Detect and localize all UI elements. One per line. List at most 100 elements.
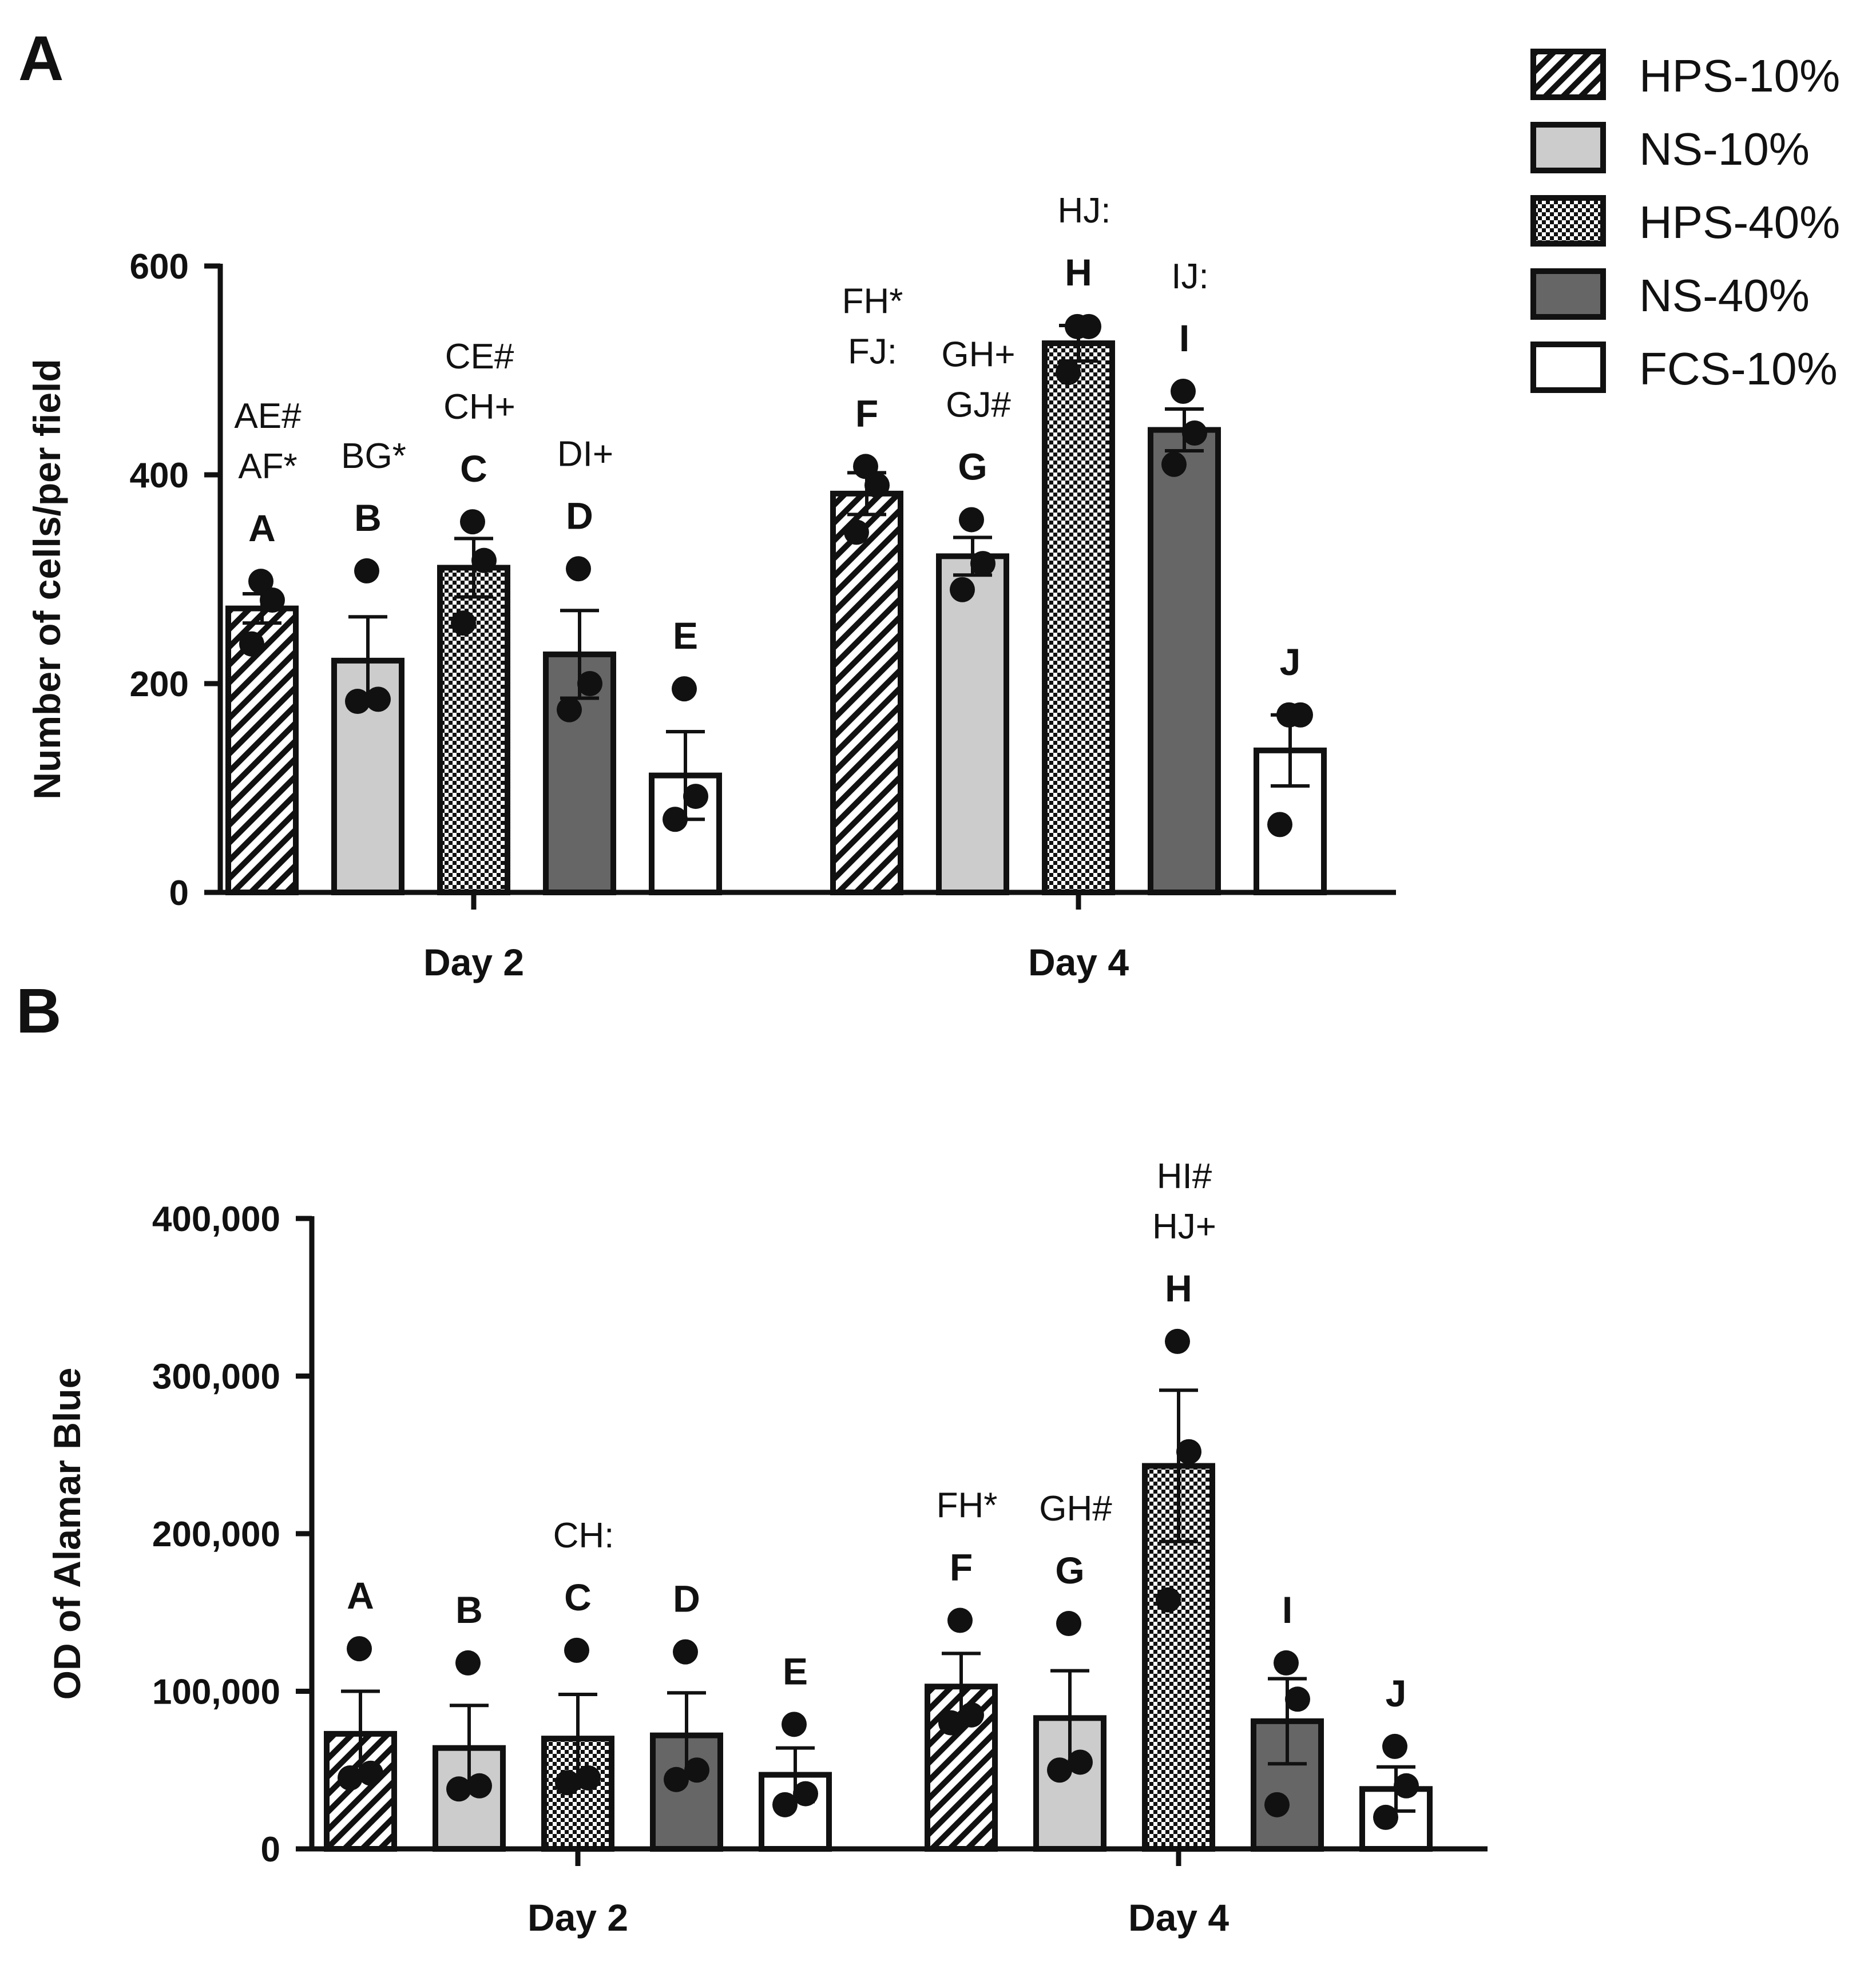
bar-letter-label: E [783, 1650, 808, 1692]
bar-letter-label: G [958, 445, 987, 487]
y-tick-label: 400,000 [152, 1200, 280, 1239]
data-point [347, 1636, 372, 1662]
x-category-label: Day 4 [1128, 1896, 1229, 1939]
data-point [354, 558, 379, 583]
bar-letter-label: C [460, 447, 487, 490]
data-point [1288, 702, 1313, 728]
data-point [467, 1773, 492, 1799]
data-point [1068, 1749, 1093, 1775]
data-point [1274, 1650, 1299, 1676]
data-point [1182, 420, 1207, 446]
significance-annotation: AE# [234, 396, 302, 436]
significance-annotation: GH+ [941, 335, 1015, 374]
data-point [1394, 1773, 1419, 1799]
y-tick-label: 200,000 [152, 1515, 280, 1554]
data-point [451, 610, 476, 636]
legend-swatch-hps40 [1530, 195, 1606, 247]
data-point [684, 1757, 709, 1783]
data-point [672, 676, 697, 702]
data-point [673, 1639, 698, 1665]
bar-letter-label: F [855, 392, 878, 434]
bar-hps10 [830, 490, 903, 895]
bar-letter-label: E [673, 614, 698, 657]
data-point [1382, 1733, 1407, 1759]
y-tick-label: 0 [261, 1830, 280, 1869]
x-category-label: Day 4 [1028, 941, 1129, 983]
data-point [566, 556, 591, 582]
bar-letter-label: B [354, 497, 382, 539]
data-point [793, 1781, 818, 1807]
bar-letter-label: I [1282, 1589, 1292, 1631]
data-point [1056, 1611, 1081, 1637]
bar-letter-label: H [1165, 1267, 1192, 1309]
bar-letter-label: I [1179, 317, 1189, 359]
data-point [1285, 1686, 1310, 1712]
bar-hps10 [225, 605, 299, 895]
data-point [471, 547, 497, 573]
data-point [959, 507, 984, 533]
legend-label-ns40: NS-40% [1639, 270, 1810, 321]
data-point [970, 551, 995, 577]
significance-annotation: CH+ [443, 387, 515, 427]
legend-label-ns10: NS-10% [1639, 124, 1810, 174]
significance-annotation: FH* [937, 1486, 998, 1526]
data-point [338, 1765, 363, 1791]
significance-annotation: FH* [842, 281, 903, 321]
significance-annotation: FJ: [848, 332, 897, 371]
data-point [366, 686, 391, 712]
legend: HPS-10% NS-10% HPS-40% NS-40% FCS-10% [1530, 49, 1840, 394]
bar-letter-label: G [1055, 1549, 1084, 1591]
data-point [663, 807, 688, 832]
y-tick-label: 600 [130, 247, 189, 287]
bar-letter-label: J [1386, 1672, 1407, 1714]
data-point [938, 1710, 963, 1736]
data-point [1264, 1792, 1290, 1817]
data-point [260, 587, 285, 613]
data-point [555, 1770, 580, 1796]
data-point [1056, 360, 1081, 386]
bar-letter-label: H [1065, 251, 1092, 293]
y-axis-title: Number of cells/per field [26, 359, 68, 799]
data-point [959, 1702, 984, 1728]
data-point [1156, 1587, 1181, 1613]
bar-ns10 [936, 553, 1009, 895]
data-point [1161, 451, 1187, 477]
data-point [557, 697, 582, 723]
significance-annotation: HI# [1157, 1157, 1212, 1196]
y-tick-label: 300,000 [152, 1357, 280, 1397]
data-point [239, 631, 264, 657]
data-point [564, 1637, 589, 1663]
data-point [950, 577, 975, 602]
legend-label-hps10: HPS-10% [1639, 50, 1840, 101]
panel-a-label: A [18, 23, 64, 94]
y-tick-label: 100,000 [152, 1673, 280, 1712]
data-point [1076, 313, 1101, 339]
bar-ns40 [1148, 427, 1221, 895]
data-point [1047, 1757, 1072, 1783]
panel-b-chart: 0 100,000 200,000 300,000 400,000 OD of Alama… [46, 1157, 1488, 1939]
data-point [577, 671, 602, 696]
data-point [358, 1760, 383, 1786]
y-tick-label: 0 [169, 874, 189, 913]
data-point [345, 689, 370, 714]
data-point [664, 1766, 689, 1792]
data-point [1267, 812, 1292, 837]
data-point [460, 509, 485, 535]
significance-annotation: DI+ [557, 434, 613, 474]
bar-letter-label: J [1280, 641, 1301, 683]
data-point [1176, 1439, 1201, 1464]
legend-swatch-fcs10 [1530, 342, 1606, 393]
bar-letter-label: B [455, 1589, 483, 1631]
x-category-label: Day 2 [423, 941, 524, 983]
data-point [1171, 379, 1196, 404]
y-tick-label: 400 [130, 456, 189, 495]
bar-letter-label: F [950, 1546, 973, 1589]
y-tick-label: 200 [130, 665, 189, 704]
legend-swatch-ns10 [1530, 122, 1606, 173]
data-point [853, 454, 878, 479]
bar-letter-label: A [347, 1574, 374, 1617]
y-axis-title: OD of Alamar Blue [46, 1368, 88, 1700]
legend-label-hps40: HPS-40% [1639, 197, 1840, 248]
data-point [1373, 1804, 1398, 1830]
